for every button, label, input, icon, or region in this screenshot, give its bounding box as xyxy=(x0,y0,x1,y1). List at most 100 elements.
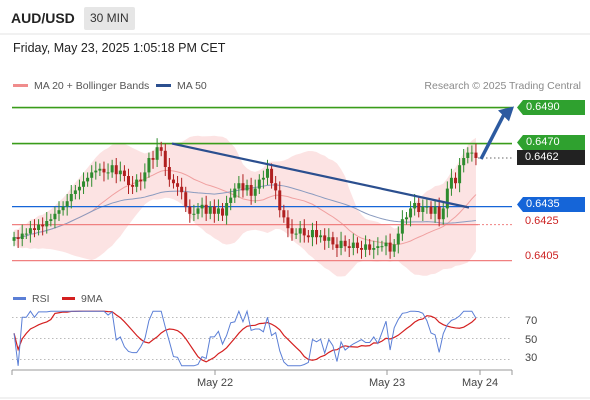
legend-ma50: MA 50 xyxy=(156,80,207,92)
candle-body xyxy=(41,224,45,227)
candle-body xyxy=(127,176,130,185)
legend-bollinger: MA 20 + Bollinger Bands xyxy=(13,80,149,92)
candle-body xyxy=(253,188,257,196)
candle-body xyxy=(233,188,237,198)
candle-body xyxy=(82,181,86,187)
candle-body xyxy=(86,177,90,182)
support-label-1: 0.6425 xyxy=(525,215,559,227)
candle-body xyxy=(319,235,323,238)
candle-body xyxy=(388,242,392,252)
candle-body xyxy=(278,190,282,211)
candle-body xyxy=(384,242,388,247)
candle-body xyxy=(131,185,135,187)
candle-body xyxy=(151,158,155,160)
candle-body xyxy=(302,228,306,236)
candle-body xyxy=(90,172,94,178)
level-tag-1: 0.6470 xyxy=(517,135,585,150)
ma50-swatch xyxy=(156,83,171,87)
candle-body xyxy=(323,235,327,241)
candle-body xyxy=(290,228,294,234)
candle-body xyxy=(261,177,265,180)
candle-body xyxy=(282,210,286,218)
candle-body xyxy=(110,165,114,173)
candle-body xyxy=(470,152,474,154)
candle-body xyxy=(364,244,368,250)
currency-pair-title: AUD/USD xyxy=(11,10,75,26)
candle-body xyxy=(69,194,73,202)
candle-body xyxy=(118,170,122,175)
candle-body xyxy=(274,183,278,191)
candle-body xyxy=(413,203,417,209)
candle-body xyxy=(454,177,458,184)
candle-body xyxy=(106,172,110,174)
candle-body xyxy=(392,244,396,252)
projection-arrow-head xyxy=(498,106,514,122)
candle-body xyxy=(180,186,184,193)
x-label-may23: May 23 xyxy=(369,377,406,389)
candle-body xyxy=(216,208,220,214)
ma9-swatch xyxy=(62,296,75,300)
ma50-line xyxy=(13,184,477,239)
candle-body xyxy=(49,219,53,221)
candle-body xyxy=(462,158,466,166)
candle-body xyxy=(466,152,470,158)
candle-body xyxy=(237,183,241,189)
candle-body xyxy=(245,185,249,191)
timestamp: Friday, May 23, 2025 1:05:18 PM CET xyxy=(13,41,226,55)
candle-body xyxy=(458,165,462,184)
candle-body xyxy=(380,246,384,248)
candle-body xyxy=(16,237,20,239)
candle-body xyxy=(98,168,102,171)
trendline xyxy=(171,142,470,209)
candle-body xyxy=(360,248,363,250)
candle-body xyxy=(229,197,233,203)
candle-body xyxy=(335,244,339,248)
candle-body xyxy=(20,233,24,239)
candle-body xyxy=(94,170,98,173)
candle-body xyxy=(396,233,400,245)
candle-body xyxy=(347,246,351,248)
candle-body xyxy=(188,206,192,214)
candle-body xyxy=(372,248,376,250)
candle-body xyxy=(12,237,16,241)
candle-body xyxy=(249,185,253,196)
candle-body xyxy=(102,168,106,173)
candle-body xyxy=(441,208,445,220)
candle-body xyxy=(286,217,290,229)
candle-body xyxy=(45,221,49,227)
legend-rsi: RSI xyxy=(13,293,50,305)
candle-body xyxy=(163,150,167,167)
candle-body xyxy=(241,183,245,191)
candle-body xyxy=(32,228,36,230)
candle-body xyxy=(310,230,314,238)
rsi-tick-70: 70 xyxy=(525,315,538,327)
chart-header: AUD/USD 30 MIN xyxy=(0,0,590,38)
candle-body xyxy=(409,208,413,218)
candle-body xyxy=(270,168,274,184)
candle-body xyxy=(351,242,355,248)
projection-arrow-shaft xyxy=(479,113,506,160)
candle-body xyxy=(159,147,163,151)
candle-body xyxy=(445,188,449,209)
candle-body xyxy=(474,152,478,158)
rsi-line xyxy=(13,309,477,367)
candle-body xyxy=(37,224,41,230)
candle-body xyxy=(339,240,343,248)
candle-body xyxy=(28,228,32,234)
candle-body xyxy=(298,228,302,234)
candle-body xyxy=(176,183,180,187)
candle-body xyxy=(167,167,171,180)
last-price-tag: 0.6462 xyxy=(517,150,585,165)
bollinger-label: MA 20 + Bollinger Bands xyxy=(34,80,150,92)
candle-body xyxy=(143,172,147,182)
candle-body xyxy=(147,158,151,173)
candle-body xyxy=(221,208,225,216)
timeframe-badge[interactable]: 30 MIN xyxy=(84,7,135,30)
candle-body xyxy=(404,217,408,220)
candle-body xyxy=(204,204,208,214)
rsi-swatch xyxy=(13,296,26,300)
candle-body xyxy=(429,206,433,214)
ma50-label: MA 50 xyxy=(177,80,207,92)
candle-body xyxy=(155,147,159,160)
